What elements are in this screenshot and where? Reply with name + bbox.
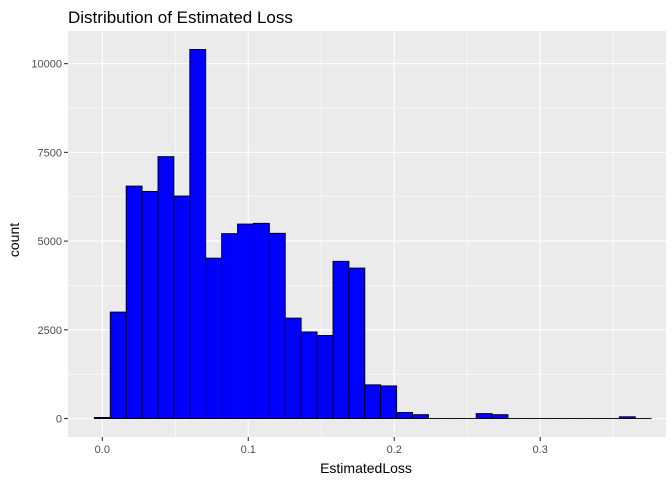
x-axis: 0.0 0.1 0.2 0.3 (95, 437, 548, 456)
histogram-bar (205, 257, 223, 419)
histogram-bar (300, 331, 318, 419)
chart-title: Distribution of Estimated Loss (68, 8, 293, 27)
y-tick-label: 7500 (38, 147, 62, 159)
histogram-bar (618, 416, 636, 419)
histogram-bar (268, 232, 286, 419)
x-tick-label: 0.3 (533, 444, 548, 456)
histogram-bar (396, 412, 413, 419)
y-tick-label: 2500 (38, 325, 62, 337)
histogram-bar (380, 385, 398, 419)
histogram-bar (157, 156, 175, 419)
y-tick-label: 10000 (31, 59, 62, 71)
histogram-bars (93, 49, 652, 420)
x-tick-label: 0.0 (95, 444, 110, 456)
histogram-bar (125, 185, 143, 419)
y-tick-label: 0 (56, 414, 62, 426)
histogram-bar (221, 233, 238, 419)
histogram-bar (491, 414, 509, 419)
histogram-bar (332, 260, 350, 419)
y-axis-title: count (6, 223, 22, 257)
minor-gridlines (68, 31, 666, 437)
histogram-bar (348, 267, 366, 419)
y-axis: 0 2500 5000 7500 10000 (31, 59, 68, 426)
histogram-bar (189, 49, 207, 419)
x-axis-title: EstimatedLoss (320, 460, 412, 476)
histogram-bar (173, 195, 191, 419)
histogram-bar (109, 311, 127, 419)
histogram-bar (316, 335, 334, 419)
histogram-bar (141, 190, 159, 419)
x-tick-label: 0.1 (241, 444, 256, 456)
histogram-bar (364, 384, 382, 419)
histogram-bar (412, 414, 429, 419)
y-tick-label: 5000 (38, 236, 62, 248)
histogram-bar (284, 317, 302, 419)
histogram-bar (475, 413, 493, 419)
histogram-bar (93, 417, 111, 419)
histogram-bar (252, 222, 270, 419)
x-tick-label: 0.2 (387, 444, 402, 456)
histogram-bar (237, 223, 254, 419)
